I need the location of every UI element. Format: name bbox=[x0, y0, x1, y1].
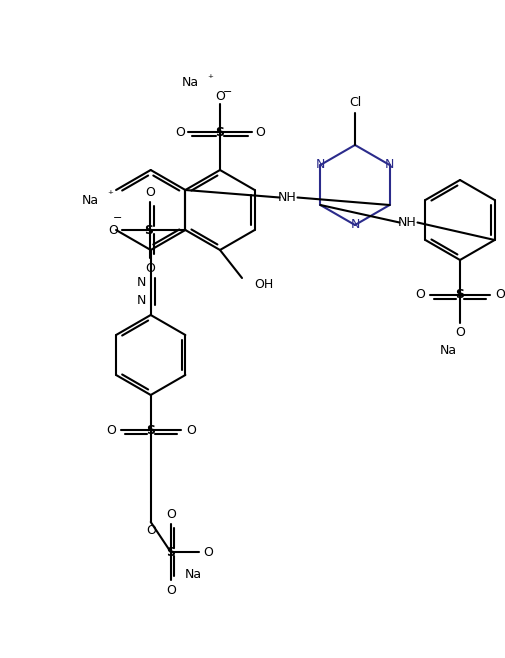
Text: N: N bbox=[350, 218, 360, 232]
Text: −: − bbox=[223, 87, 233, 97]
Text: O: O bbox=[166, 507, 176, 520]
Text: N: N bbox=[385, 159, 394, 172]
Text: O: O bbox=[145, 261, 156, 274]
Text: N: N bbox=[316, 159, 325, 172]
Text: N: N bbox=[137, 276, 146, 290]
Text: O: O bbox=[455, 326, 465, 338]
Text: Cl: Cl bbox=[349, 97, 361, 109]
Text: S: S bbox=[456, 288, 465, 301]
Text: O: O bbox=[203, 545, 213, 559]
Text: S: S bbox=[146, 424, 155, 436]
Text: Na: Na bbox=[181, 76, 198, 88]
Text: O: O bbox=[186, 424, 195, 436]
Text: Na: Na bbox=[185, 567, 203, 580]
Text: S: S bbox=[216, 126, 225, 138]
Text: OH: OH bbox=[254, 278, 273, 291]
Text: S: S bbox=[166, 545, 175, 559]
Text: −: − bbox=[113, 213, 122, 223]
Text: O: O bbox=[145, 186, 156, 199]
Text: Na: Na bbox=[82, 193, 99, 207]
Text: O: O bbox=[415, 288, 425, 301]
Text: N: N bbox=[137, 293, 146, 307]
Text: Na: Na bbox=[439, 345, 457, 357]
Text: O: O bbox=[175, 126, 185, 138]
Text: O: O bbox=[106, 424, 116, 436]
Text: O: O bbox=[109, 224, 118, 236]
Text: ⁺: ⁺ bbox=[207, 74, 213, 84]
Text: O: O bbox=[215, 89, 225, 103]
Text: S: S bbox=[144, 224, 153, 236]
Text: NH: NH bbox=[278, 191, 297, 204]
Text: O: O bbox=[166, 584, 176, 597]
Text: O: O bbox=[255, 126, 265, 138]
Text: NH: NH bbox=[398, 216, 417, 229]
Text: O: O bbox=[495, 288, 505, 301]
Text: ⁺: ⁺ bbox=[108, 190, 113, 200]
Text: O: O bbox=[146, 524, 156, 536]
